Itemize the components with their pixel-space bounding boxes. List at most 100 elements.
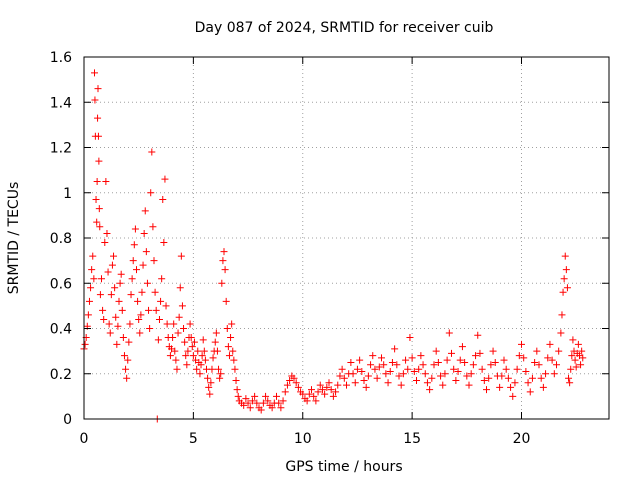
data-point	[452, 377, 460, 385]
data-point	[472, 352, 480, 360]
data-point	[526, 388, 534, 396]
data-point	[360, 377, 368, 385]
data-point	[183, 361, 191, 369]
plot-frame	[83, 56, 610, 420]
data-point	[107, 291, 115, 299]
data-point	[94, 85, 102, 93]
data-point	[207, 379, 215, 387]
data-point	[463, 372, 471, 380]
data-point	[314, 388, 322, 396]
data-point	[572, 363, 580, 371]
data-point	[391, 345, 399, 353]
grid	[84, 57, 609, 419]
data-point	[143, 279, 151, 287]
data-point	[323, 383, 331, 391]
data-point	[515, 352, 523, 360]
data-point	[443, 356, 451, 364]
data-point	[568, 352, 576, 360]
data-point	[498, 372, 506, 380]
data-point	[225, 352, 233, 360]
data-point	[93, 177, 101, 185]
data-point	[91, 96, 99, 104]
data-point	[448, 349, 455, 357]
data-point	[388, 358, 396, 366]
data-point	[163, 320, 171, 328]
chart-title: Day 087 of 2024, SRMTID for receiver cui…	[195, 20, 494, 36]
data-point	[172, 356, 180, 364]
data-point	[217, 370, 225, 378]
data-point	[290, 374, 298, 382]
data-point	[197, 361, 205, 369]
data-point	[318, 386, 326, 394]
data-point	[187, 334, 195, 342]
data-point	[487, 361, 495, 369]
data-point	[413, 377, 420, 385]
data-point	[496, 383, 504, 391]
data-point	[417, 352, 425, 360]
data-point	[209, 354, 217, 362]
data-point	[511, 379, 519, 387]
data-point	[415, 365, 423, 373]
data-point	[93, 218, 101, 226]
data-point	[233, 386, 241, 394]
y-axis-label: SRMTID / TECUs	[6, 182, 22, 295]
data-point	[145, 306, 153, 314]
data-point	[136, 329, 144, 337]
data-point	[560, 275, 568, 283]
y-tick-label: 0.2	[50, 367, 72, 383]
data-point	[353, 365, 361, 373]
data-point	[151, 288, 159, 296]
data-point	[578, 347, 586, 355]
data-point	[220, 248, 228, 256]
data-point	[465, 381, 473, 389]
data-point	[123, 374, 131, 382]
data-point	[310, 392, 318, 400]
data-point	[375, 363, 383, 371]
data-points	[80, 69, 587, 423]
y-tick-label: 0.6	[50, 276, 72, 292]
data-point	[565, 374, 573, 382]
data-point	[456, 356, 464, 364]
data-point	[450, 365, 458, 373]
data-point	[528, 374, 536, 382]
data-point	[131, 225, 139, 233]
data-point	[148, 148, 156, 156]
data-point	[175, 313, 183, 321]
data-point	[402, 356, 410, 364]
data-point	[96, 291, 104, 299]
y-tick-label: 1.2	[50, 141, 72, 157]
data-point	[395, 372, 403, 380]
data-point	[198, 352, 206, 360]
x-tick-label: 0	[80, 431, 89, 447]
data-point	[531, 358, 539, 366]
data-point	[558, 311, 566, 319]
data-point	[437, 372, 445, 380]
data-point	[478, 365, 486, 373]
data-point	[571, 356, 579, 364]
data-point	[211, 338, 219, 346]
data-point	[212, 329, 220, 337]
data-point	[186, 320, 194, 328]
data-point	[283, 381, 291, 389]
data-point	[406, 334, 414, 342]
data-point	[218, 279, 226, 287]
data-point	[378, 354, 385, 362]
data-point	[141, 207, 149, 215]
data-point	[242, 395, 250, 403]
data-point	[268, 404, 276, 412]
data-point	[259, 399, 267, 407]
data-point	[126, 320, 134, 328]
data-point	[308, 386, 315, 394]
data-point	[114, 322, 122, 330]
data-point	[524, 379, 532, 387]
data-point	[542, 370, 550, 378]
data-point	[277, 404, 285, 412]
data-point	[159, 196, 167, 204]
data-point	[566, 379, 574, 387]
data-point	[184, 347, 192, 355]
data-point	[332, 388, 340, 396]
data-point	[520, 354, 528, 362]
data-point	[349, 370, 357, 378]
data-point	[504, 374, 512, 382]
